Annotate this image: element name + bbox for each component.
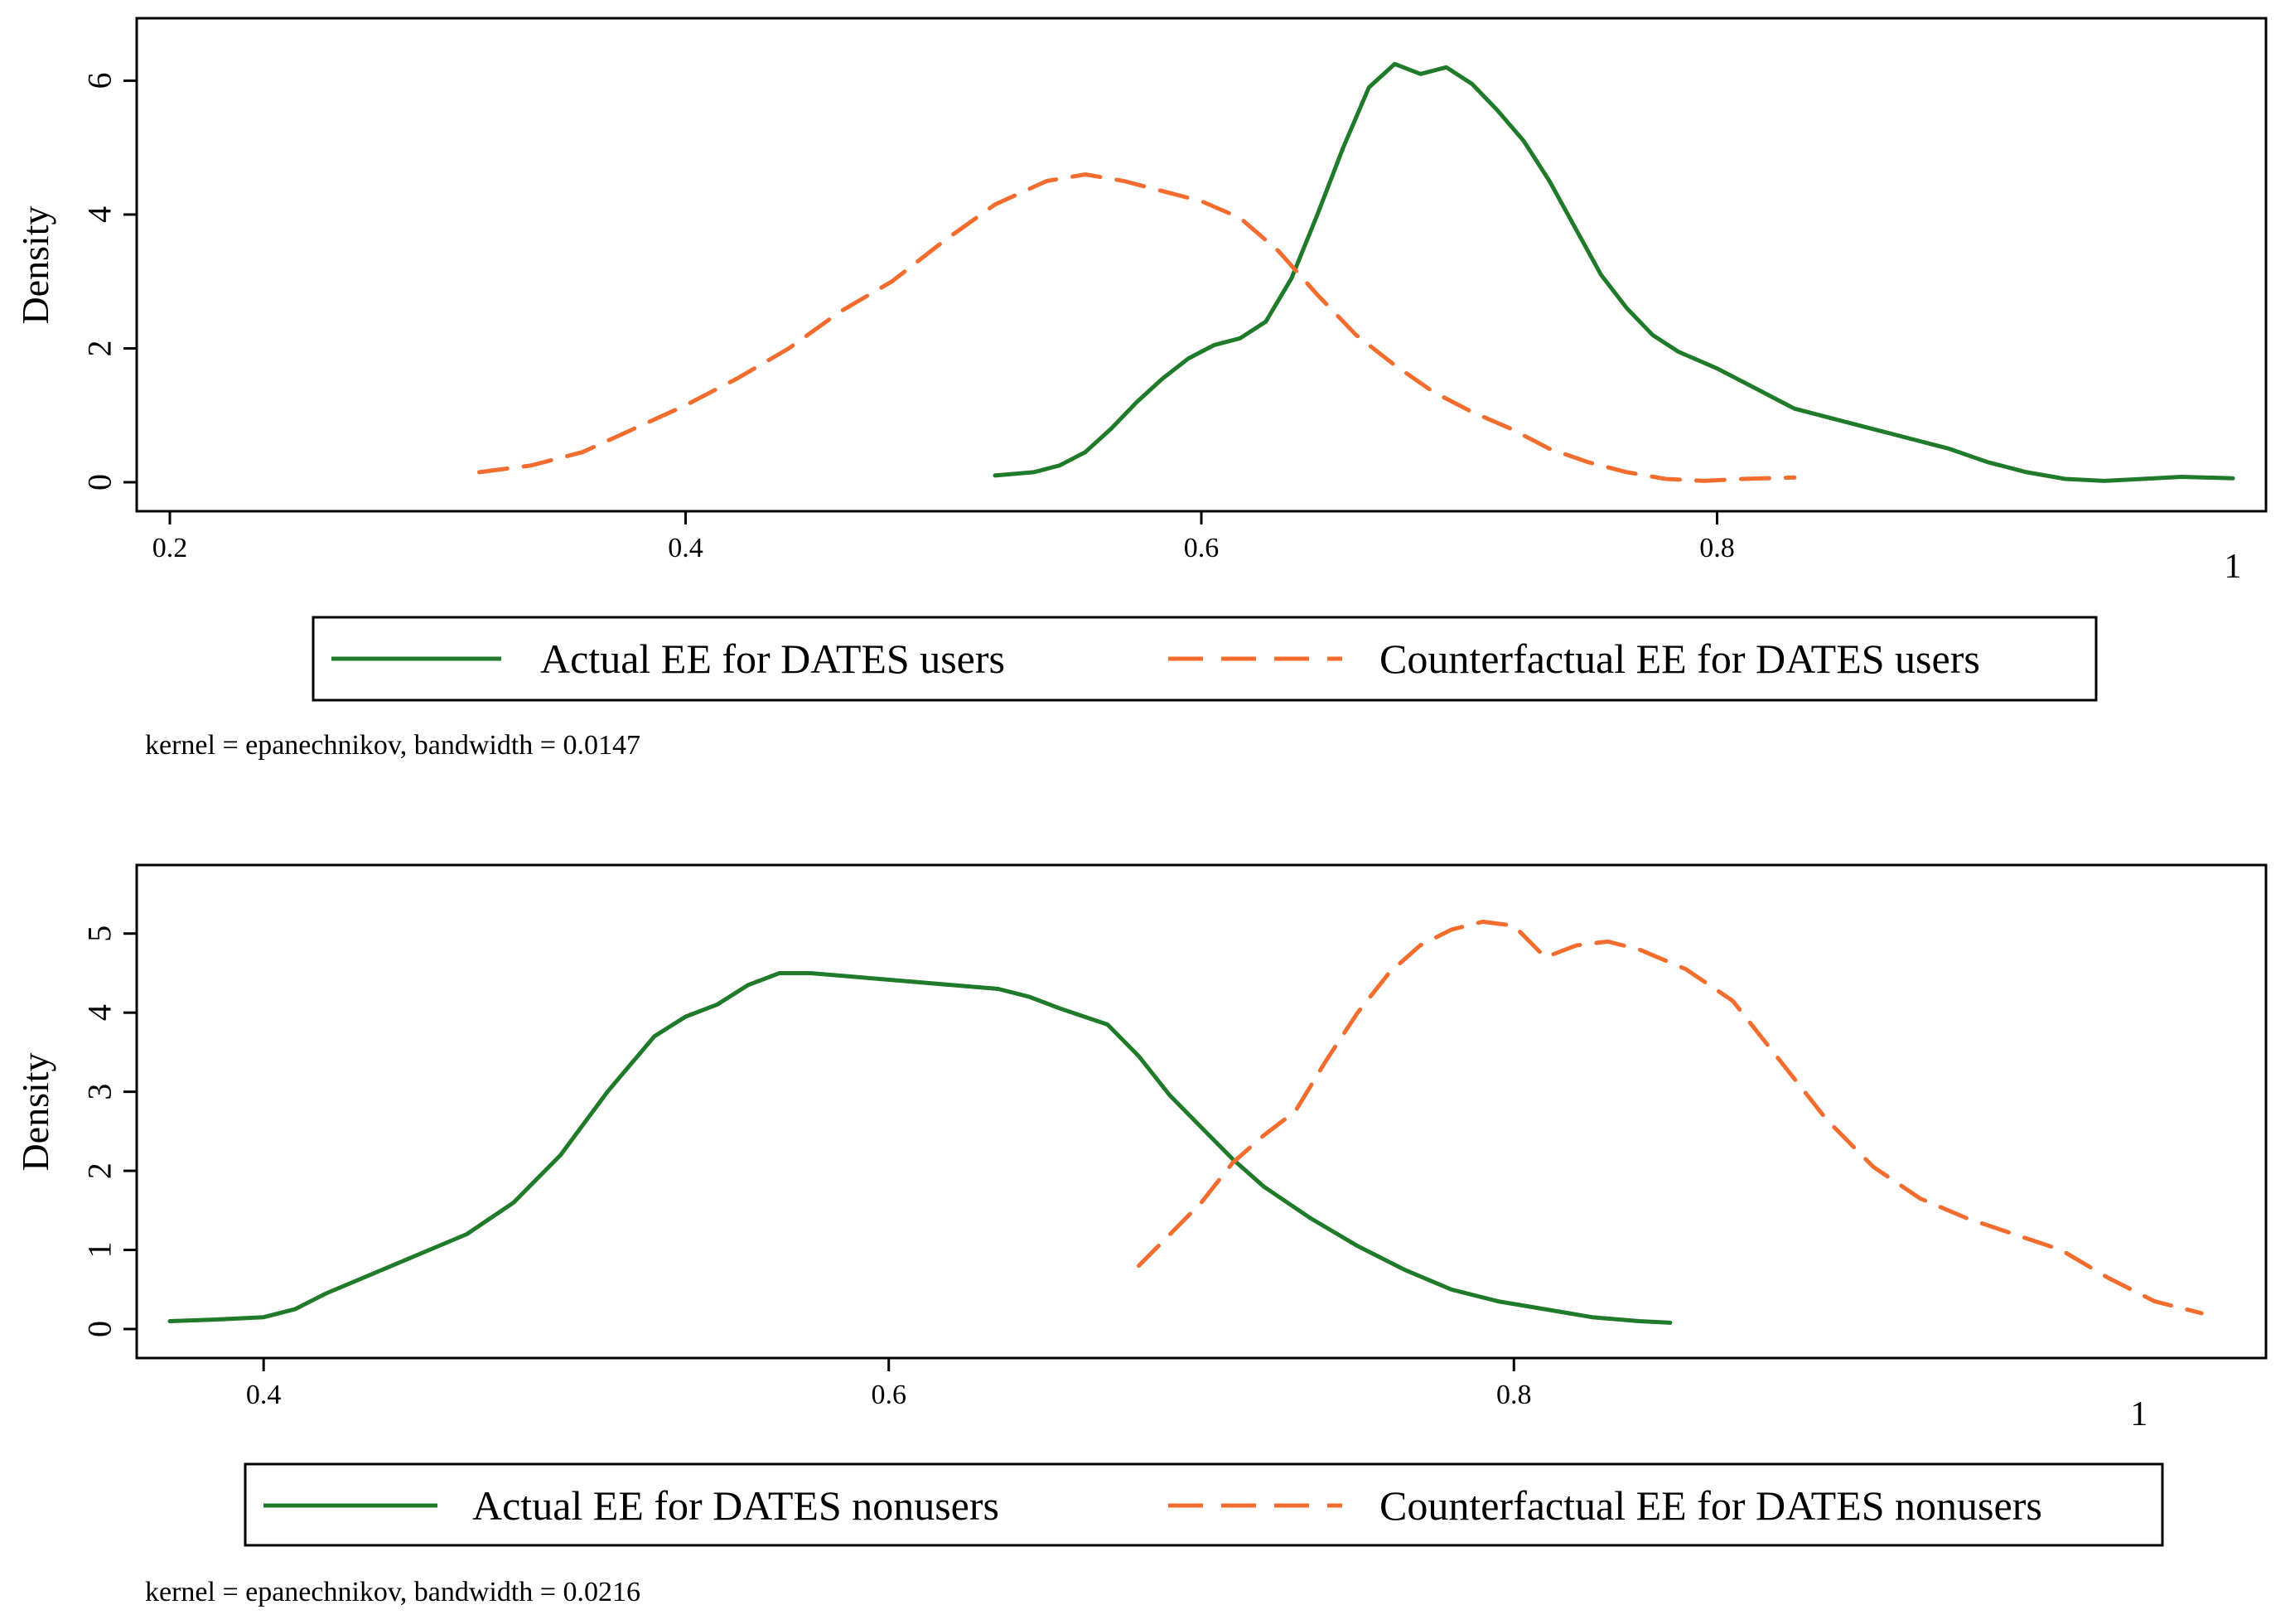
x-tick-label-end: 1	[2130, 1395, 2147, 1433]
legend-box	[312, 616, 2098, 702]
x-tick-label: 0.4	[246, 1380, 282, 1410]
legend-box	[244, 1462, 2164, 1547]
y-axis-label: Density	[14, 205, 56, 324]
y-axis-label: Density	[14, 1052, 56, 1171]
x-tick-label: 0.2	[152, 533, 188, 563]
kernel-note: kernel = epanechnikov, bandwidth = 0.014…	[145, 730, 640, 761]
counterfactual-density-line	[1137, 919, 2204, 1316]
chart-panel-nonusers: 0.4 0.6 0.8 1 0 1 2 3 4 5 Density Actual EE for D…	[14, 863, 2268, 1607]
legend: Actual EE for DATES nonusers Counterfact…	[244, 1462, 2164, 1547]
y-tick-label: 1	[81, 1242, 118, 1259]
y-tick-label: 6	[81, 72, 118, 89]
legend-label-counterfactual: Counterfactual EE for DATES users	[1379, 636, 1980, 682]
y-tick-label: 2	[81, 1162, 118, 1179]
kernel-note: kernel = epanechnikov, bandwidth = 0.021…	[145, 1577, 640, 1607]
y-tick-label: 5	[81, 926, 118, 942]
actual-density-line	[993, 61, 2235, 483]
actual-density-line	[167, 971, 1673, 1325]
plot-frame	[135, 863, 2268, 1360]
legend-label-counterfactual: Counterfactual EE for DATES nonusers	[1379, 1482, 2042, 1529]
y-tick-label: 2	[81, 340, 118, 356]
legend-label-actual: Actual EE for DATES nonusers	[472, 1482, 999, 1529]
y-tick-label: 4	[81, 206, 118, 223]
chart-panel-users: 0.2 0.4 0.6 0.8 1 0 2 4 6 Density Actual EE for …	[14, 17, 2268, 761]
legend: Actual EE for DATES users Counterfactual…	[312, 616, 2098, 702]
x-tick-label: 0.8	[1699, 533, 1735, 563]
y-tick-label: 0	[81, 474, 118, 491]
x-tick-label: 0.6	[1184, 533, 1220, 563]
x-tick-label: 0.6	[871, 1380, 906, 1410]
y-tick-label: 0	[81, 1321, 118, 1337]
x-tick-label-end: 1	[2225, 548, 2242, 586]
legend-label-actual: Actual EE for DATES users	[540, 636, 1005, 682]
x-tick-label: 0.4	[668, 533, 703, 563]
x-tick-label: 0.8	[1496, 1380, 1532, 1410]
y-tick-label: 4	[81, 1004, 118, 1021]
y-tick-label: 3	[81, 1084, 118, 1100]
counterfactual-density-line	[477, 172, 1797, 483]
